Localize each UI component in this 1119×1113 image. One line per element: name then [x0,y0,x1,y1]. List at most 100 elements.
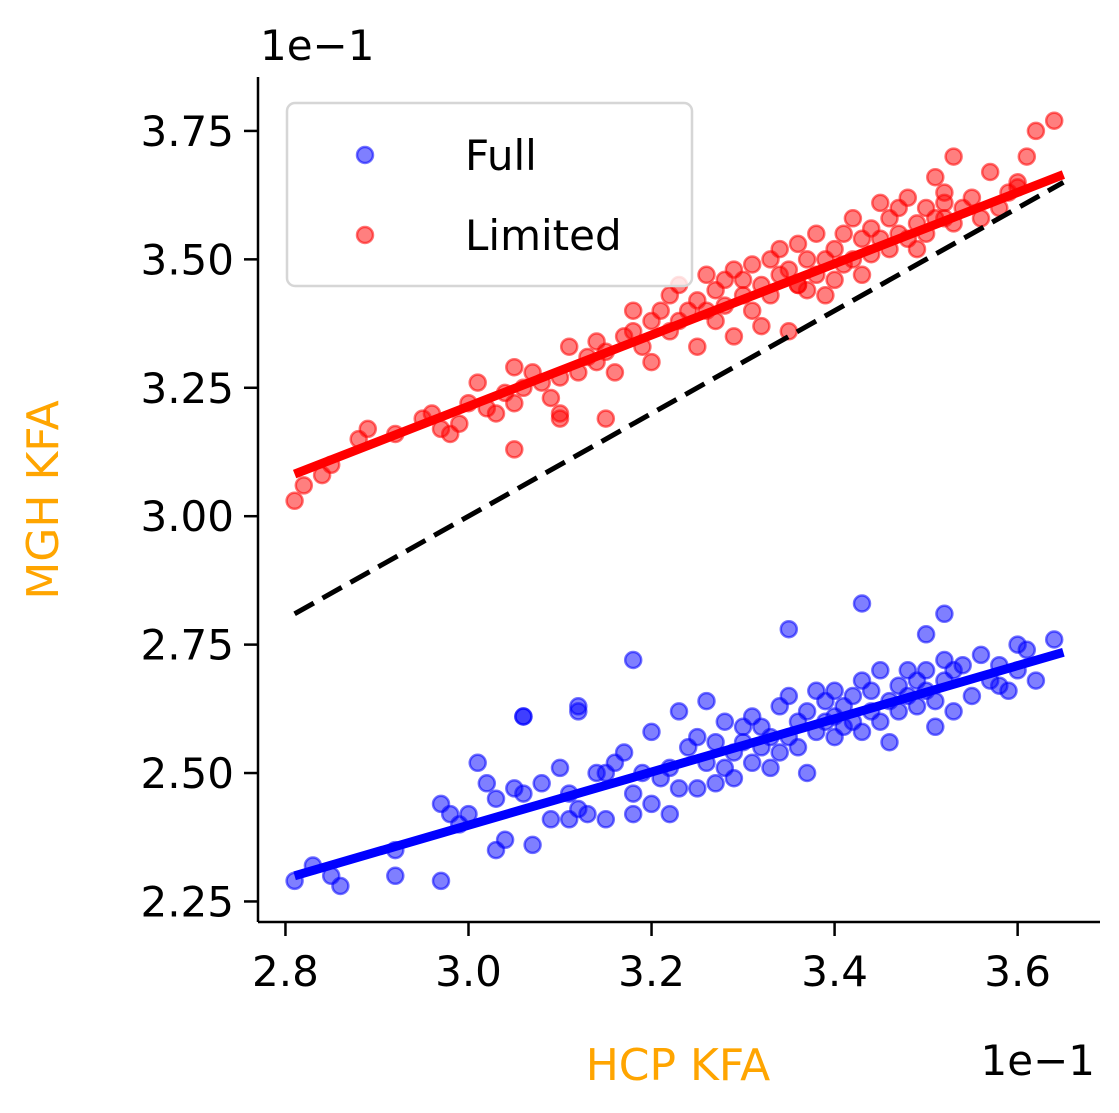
axes-layer: 2.8 3.0 3.2 3.4 3.6 2.25 2.50 2.75 3.00 3.25 3.50 3… [140,77,1100,996]
legend-marker-full [355,145,375,165]
point-full [871,661,890,680]
point-limited [605,363,625,382]
point-full [926,717,945,737]
point-full [797,763,817,783]
point-full [1044,630,1064,649]
point-limited [742,255,762,274]
x-axis-label: HCP KFA [586,1040,771,1091]
point-full [971,645,991,665]
y-tick-label: 2.75 [140,621,234,670]
point-full [523,835,542,855]
point-full [688,779,707,798]
y-tick-label: 3.25 [140,364,234,413]
point-limited [816,286,835,305]
point-limited [1026,121,1046,141]
point-limited [797,250,817,269]
point-full [770,743,789,762]
point-limited [285,491,304,511]
point-limited [724,327,744,346]
lines-layer [292,170,1066,881]
point-full [1008,635,1027,654]
legend-box [285,101,694,288]
point-limited [770,239,789,259]
point-full [797,702,817,721]
point-limited [907,239,927,259]
point-limited [468,373,487,392]
legend-marker-limited [355,225,375,245]
point-full [788,738,808,757]
identity-line [293,180,1065,616]
point-full [669,702,689,721]
point-limited [450,414,469,433]
point-limited [541,388,561,408]
point-full [541,810,561,829]
legend: Full Limited [285,101,694,288]
point-full [596,810,616,829]
point-full [916,625,936,644]
y-tick-label: 2.25 [140,877,234,926]
y-tick-label: 3.50 [140,235,234,284]
point-limited [926,167,945,187]
point-limited [550,409,570,428]
point-limited [825,239,844,259]
point-full [724,768,744,788]
point-limited [697,265,716,285]
point-full [495,830,515,850]
point-limited [742,301,762,320]
point-limited [688,337,707,356]
point-full [706,774,725,793]
y-tick-label: 3.75 [140,107,234,156]
point-full [779,686,799,706]
point-full [880,732,899,752]
point-full [825,681,844,701]
point-full [843,686,863,706]
point-limited [358,419,378,439]
point-full [614,743,634,762]
point-full [569,697,588,716]
point-limited [871,193,890,213]
point-full [477,774,497,793]
point-full [386,866,405,886]
x-offset-text: 1e−1 [981,1036,1095,1085]
point-full [697,691,716,711]
point-limited [788,234,808,254]
point-limited [752,316,771,336]
point-full [669,779,689,798]
point-full [660,804,680,824]
point-full [861,681,881,701]
y-tick-label: 2.50 [140,749,234,798]
point-limited [505,393,524,413]
legend-label-full: Full [465,131,537,180]
point-full [944,702,963,721]
x-tick-label: 3.6 [984,947,1051,996]
points-layer [285,111,1064,896]
point-limited [651,301,670,320]
x-tick-label: 3.0 [435,947,502,996]
point-full [486,789,506,808]
point-limited [486,404,506,423]
point-limited [834,224,853,243]
point-full [623,784,643,803]
point-full [431,871,451,891]
point-full [742,753,762,773]
point-full [688,727,707,747]
point-limited [980,162,1000,182]
point-limited [852,265,872,285]
point-limited [623,301,643,320]
y-axis-label: MGH KFA [18,400,69,599]
point-limited [898,188,918,207]
point-full [852,594,872,613]
point-limited [807,224,826,243]
point-full [331,876,350,896]
point-full [550,758,570,778]
fit-line-limited [292,170,1066,479]
point-full [642,722,661,742]
point-full [935,604,954,624]
point-full [578,804,597,824]
point-limited [843,209,863,228]
point-limited [1044,111,1064,130]
point-full [1026,671,1046,690]
x-tick-label: 3.2 [618,947,685,996]
point-limited [505,440,524,459]
